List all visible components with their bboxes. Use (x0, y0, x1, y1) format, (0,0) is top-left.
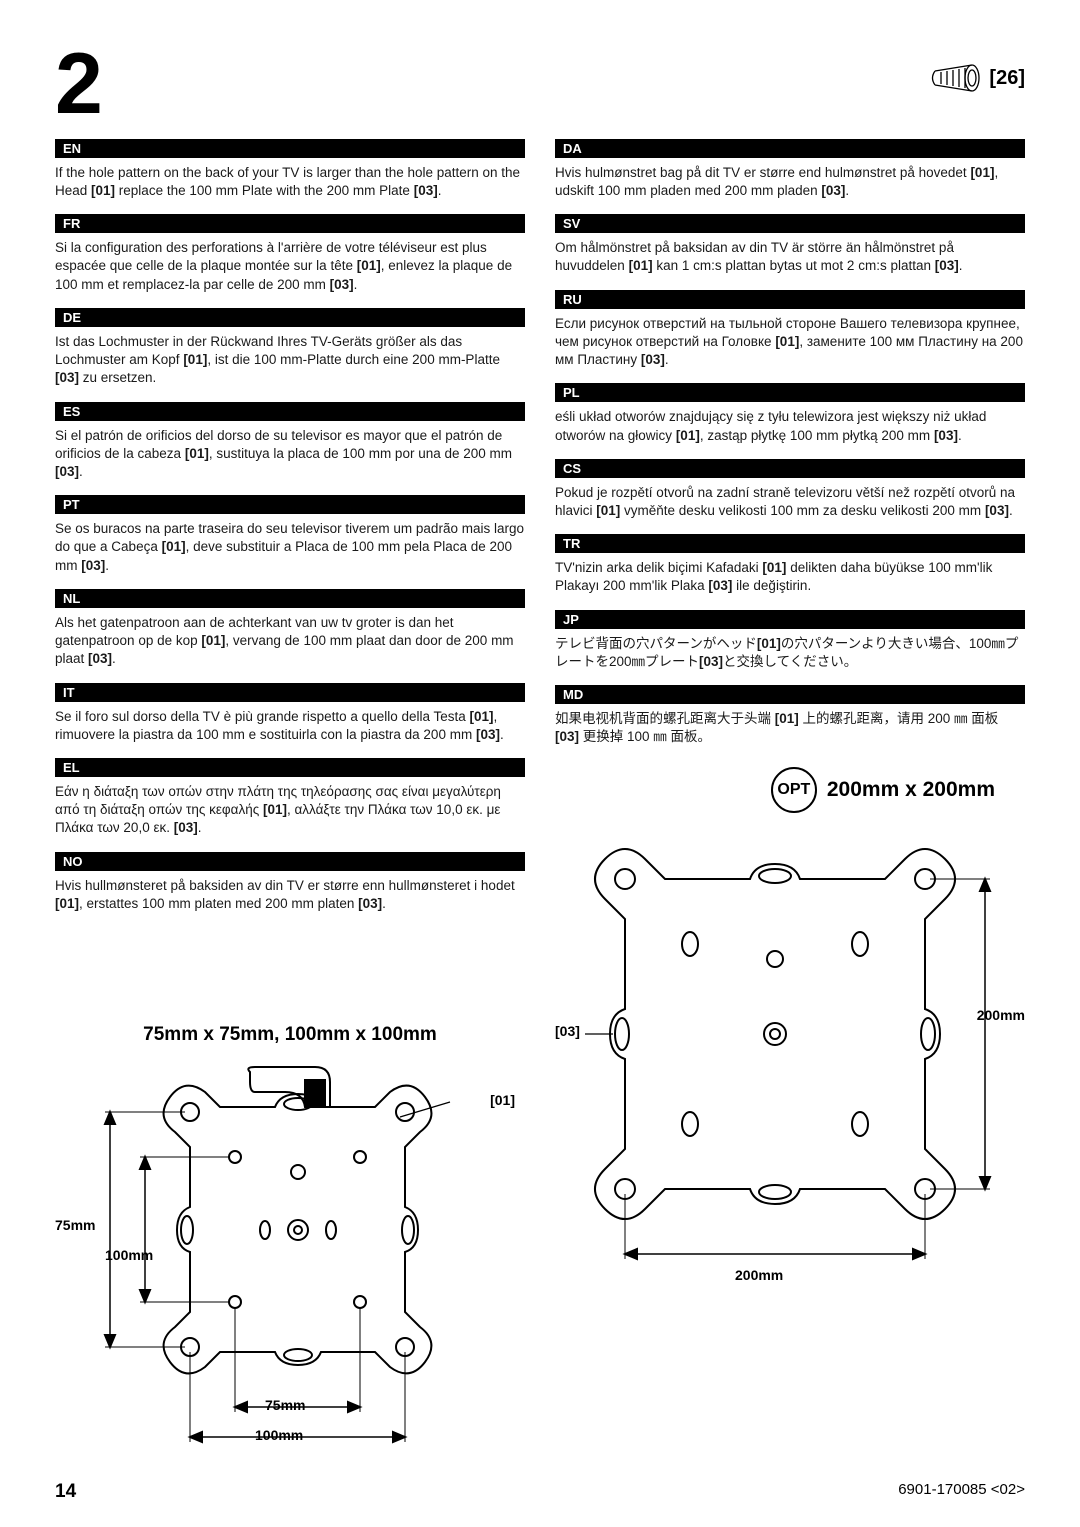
header-callout: [26] (927, 60, 1025, 96)
right-diagram-title: 200mm x 200mm (827, 778, 995, 802)
lang-tag: JP (555, 610, 1025, 629)
dim-75-v: 75mm (55, 1217, 95, 1233)
lang-text: Se il foro sul dorso della TV è più gran… (55, 708, 525, 744)
lang-block-no: NO Hvis hullmønsteret på baksiden av din … (55, 852, 525, 913)
lang-text: Om hålmönstret på baksidan av din TV är … (555, 239, 1025, 275)
callout-01: [01] (490, 1092, 515, 1108)
screw-icon (927, 60, 981, 96)
lang-block-el: EL Εάν η διάταξη των οπών στην πλάτη της … (55, 758, 525, 838)
lang-block-tr: TR TV'nizin arka delik biçimi Kafadaki [0… (555, 534, 1025, 595)
dim-200-v: 200mm (977, 1007, 1025, 1023)
lang-text: Ist das Lochmuster in der Rückwand Ihres… (55, 333, 525, 388)
opt-row: OPT 200mm x 200mm (555, 767, 1025, 813)
lang-block-pt: PT Se os buracos na parte traseira do seu… (55, 495, 525, 575)
lang-block-ru: RU Если рисунок отверстий на тыльной стор… (555, 290, 1025, 370)
page-number: 14 (55, 1481, 76, 1503)
lang-text: Pokud je rozpětí otvorů na zadní straně … (555, 484, 1025, 520)
callout-03: [03] (555, 1023, 580, 1039)
lang-text: Hvis hullmønsteret på baksiden av din TV… (55, 877, 525, 913)
lang-text: 如果电视机背面的螺孔距离大于头端 [01] 上的螺孔距离，请用 200 ㎜ 面板… (555, 710, 1025, 746)
lang-block-cs: CS Pokud je rozpětí otvorů na zadní stran… (555, 459, 1025, 520)
lang-tag: DA (555, 139, 1025, 158)
lang-block-pl: PL eśli układ otworów znajdujący się z ty… (555, 383, 1025, 444)
lang-tag: NO (55, 852, 525, 871)
lang-block-es: ES Si el patrón de orificios del dorso de… (55, 402, 525, 482)
dim-100-v: 100mm (105, 1247, 153, 1263)
lang-tag: MD (555, 685, 1025, 704)
right-column: DA Hvis hulmønstret bag på dit TV er stør… (555, 139, 1025, 747)
lang-text: Si el patrón de orificios del dorso de s… (55, 427, 525, 482)
lang-tag: CS (555, 459, 1025, 478)
lang-block-md: MD 如果电视机背面的螺孔距离大于头端 [01] 上的螺孔距离，请用 200 ㎜ … (555, 685, 1025, 746)
left-diagram: [01] 75mm 100mm 75mm 100mm (55, 1062, 525, 1492)
step-number: 2 (55, 50, 103, 119)
header-row: 2 [26] (55, 50, 1025, 119)
footer: 14 6901-170085 <02> (55, 1481, 1025, 1503)
lang-tag: PT (55, 495, 525, 514)
left-diagram-wrap: 75mm x 75mm, 100mm x 100mm (55, 1000, 525, 1492)
lang-text: Hvis hulmønstret bag på dit TV er større… (555, 164, 1025, 200)
lang-tag: PL (555, 383, 1025, 402)
lang-text: eśli układ otworów znajdujący się z tyłu… (555, 408, 1025, 444)
lang-block-fr: FR Si la configuration des perforations à… (55, 214, 525, 294)
lang-tag: DE (55, 308, 525, 327)
lang-tag: IT (55, 683, 525, 702)
lang-text: テレビ背面の穴パターンがヘッド[01]の穴パターンより大きい場合、100㎜プレー… (555, 635, 1025, 671)
lang-block-en: EN If the hole pattern on the back of you… (55, 139, 525, 200)
lang-block-da: DA Hvis hulmønstret bag på dit TV er stør… (555, 139, 1025, 200)
dim-100-h: 100mm (255, 1427, 303, 1443)
lang-text: Εάν η διάταξη των οπών στην πλάτη της τη… (55, 783, 525, 838)
left-diagram-title: 75mm x 75mm, 100mm x 100mm (55, 1024, 525, 1046)
lang-tag: NL (55, 589, 525, 608)
lang-text: Se os buracos na parte traseira do seu t… (55, 520, 525, 575)
lang-text: If the hole pattern on the back of your … (55, 164, 525, 200)
doc-number: 6901-170085 <02> (898, 1481, 1025, 1503)
lang-block-nl: NL Als het gatenpatroon aan de achterkant… (55, 589, 525, 669)
lang-tag: FR (55, 214, 525, 233)
lang-text: Als het gatenpatroon aan de achterkant v… (55, 614, 525, 669)
lang-tag: EN (55, 139, 525, 158)
right-column-wrap: DA Hvis hulmønstret bag på dit TV er stør… (555, 139, 1025, 1297)
opt-badge: OPT (771, 767, 817, 813)
lang-tag: SV (555, 214, 1025, 233)
lang-block-it: IT Se il foro sul dorso della TV è più gr… (55, 683, 525, 744)
lang-block-jp: JP テレビ背面の穴パターンがヘッド[01]の穴パターンより大きい場合、100㎜プ… (555, 610, 1025, 671)
lang-text: TV'nizin arka delik biçimi Kafadaki [01]… (555, 559, 1025, 595)
lang-block-de: DE Ist das Lochmuster in der Rückwand Ihr… (55, 308, 525, 388)
dim-200-h: 200mm (735, 1267, 783, 1283)
lang-tag: RU (555, 290, 1025, 309)
plate-200-svg (555, 819, 1025, 1299)
lang-text: Si la configuration des perforations à l… (55, 239, 525, 294)
lang-tag: TR (555, 534, 1025, 553)
plate-100-svg (55, 1062, 485, 1482)
lang-block-sv: SV Om hålmönstret på baksidan av din TV ä… (555, 214, 1025, 275)
header-callout-label: [26] (989, 67, 1025, 90)
dim-75-h: 75mm (265, 1397, 305, 1413)
lang-tag: EL (55, 758, 525, 777)
right-diagram: OPT 200mm x 200mm (555, 767, 1025, 1297)
lang-tag: ES (55, 402, 525, 421)
lang-text: Если рисунок отверстий на тыльной сторон… (555, 315, 1025, 370)
